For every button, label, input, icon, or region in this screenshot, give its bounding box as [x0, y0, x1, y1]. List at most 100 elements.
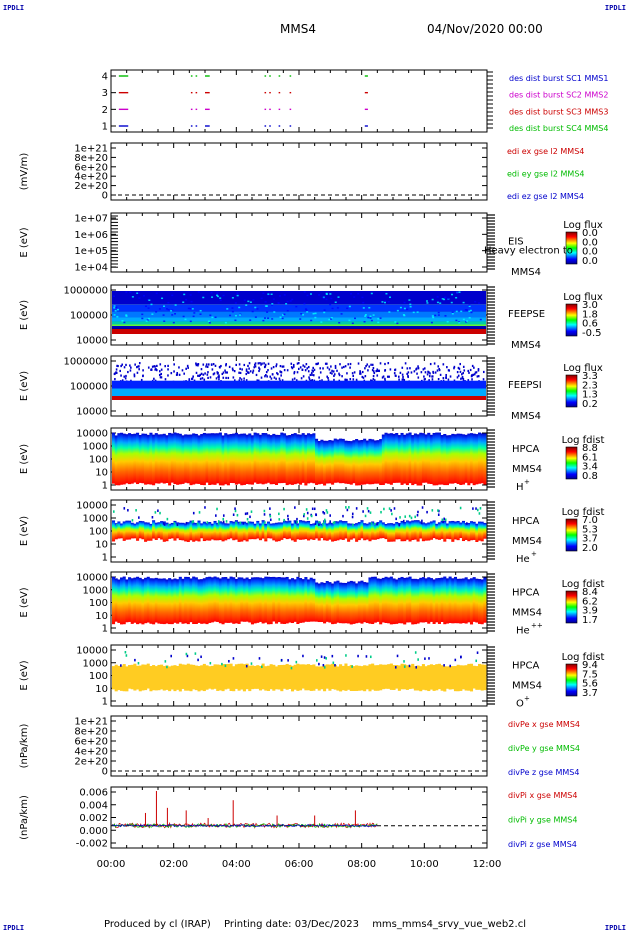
feeps-speckle — [370, 292, 373, 295]
spacecraft-title: MMS4 — [280, 22, 316, 36]
spectrogram-column — [208, 576, 212, 623]
feepsi-speckle — [304, 369, 307, 372]
feepsi-speckle — [461, 376, 464, 379]
spectrogram-6 — [112, 506, 487, 542]
spectrogram-column — [461, 434, 466, 485]
feepsi-speckle — [263, 365, 266, 369]
spectrogram-column — [282, 664, 287, 689]
feeps-speckle — [403, 301, 406, 304]
feeps-band — [112, 317, 486, 322]
spectrogram-column — [475, 666, 479, 690]
spectrogram-column — [312, 523, 316, 540]
spectrogram-column — [285, 435, 289, 486]
hpca-speckle — [318, 521, 320, 524]
feepsi-speckle — [225, 376, 227, 380]
hpca-speckle — [318, 523, 320, 526]
feepsi-speckle — [117, 364, 119, 368]
feepsi-speckle — [269, 375, 272, 378]
feepsi-speckle — [420, 371, 423, 374]
hpca-speckle — [352, 523, 354, 527]
feepsi-speckle — [311, 369, 314, 372]
hpca-speckle — [191, 520, 194, 524]
feeps-speckle — [189, 320, 192, 323]
spectrogram-column — [368, 664, 372, 692]
spectrogram-column — [213, 576, 217, 622]
y-tick-label-10: 0.002 — [79, 813, 108, 824]
hpca-speckle — [131, 519, 134, 522]
feepsi-speckle — [267, 362, 270, 365]
feepsi-speckle — [365, 364, 367, 368]
feeps-speckle — [455, 292, 458, 294]
spectrogram-column — [114, 578, 118, 622]
feeps-speckle — [318, 294, 321, 296]
feeps-speckle — [185, 298, 188, 301]
hpca-speckle — [138, 516, 140, 519]
feeps-speckle — [207, 320, 210, 323]
y-axis-label-6: E (eV) — [19, 516, 30, 546]
spectrogram-column — [360, 580, 364, 624]
spectrogram-column — [472, 521, 476, 540]
panel-frame-1 — [110, 142, 488, 201]
feepsi-speckle — [240, 378, 243, 381]
hpca-speckle — [287, 659, 289, 662]
spectrogram-column — [242, 578, 246, 622]
spectrogram-column — [477, 579, 482, 624]
spectrogram-column — [165, 579, 169, 624]
y-tick-label-6: 1 — [102, 553, 108, 564]
feeps-speckle — [216, 295, 219, 298]
feepsi-speckle — [333, 378, 335, 382]
feepsi-speckle — [384, 362, 386, 366]
feepsi-speckle — [463, 369, 466, 372]
feepsi-speckle — [373, 371, 376, 375]
spectrogram-column — [467, 522, 471, 542]
spectrogram-column — [435, 523, 439, 540]
hpca-speckle — [278, 518, 281, 521]
spectrogram-column — [240, 663, 244, 690]
feeps-speckle — [455, 310, 458, 313]
feepsi-speckle — [319, 371, 322, 374]
colorbar-tick-label: 6.2 — [582, 596, 598, 607]
instrument-label-3: FEEPSE — [508, 309, 545, 320]
spectrogram-column — [173, 432, 177, 485]
spectrogram-column — [301, 664, 305, 689]
feeps-speckle — [236, 294, 239, 297]
y-tick-label-1: 0 — [102, 191, 108, 202]
hpca-speckle — [466, 522, 468, 525]
spectrogram-column — [112, 576, 116, 625]
spectrogram-column — [296, 523, 300, 540]
feeps-speckle — [146, 319, 149, 321]
spectrogram-column — [125, 520, 129, 540]
hpca-speckle — [250, 662, 253, 665]
feepsi-speckle — [207, 371, 209, 374]
feepsi-speckle — [293, 377, 296, 380]
feeps-speckle — [479, 318, 482, 321]
spectrogram-column — [210, 665, 214, 690]
spectrogram-column — [443, 520, 447, 542]
hpca-speckle — [162, 522, 165, 525]
spectrogram-column — [264, 433, 268, 484]
spectrogram-column — [304, 434, 308, 486]
hpca-speckle — [388, 507, 391, 510]
y-axis-label-2: E (eV) — [19, 227, 30, 257]
spectrogram-column — [224, 523, 228, 541]
ion-label-5: H — [516, 482, 524, 493]
feepsi-speckle — [264, 375, 266, 378]
feeps-low-band — [112, 329, 486, 334]
feepsi-speckle — [370, 379, 372, 382]
spectrogram-8 — [112, 651, 487, 692]
feeps-speckle — [286, 309, 289, 312]
feepsi-speckle — [142, 369, 144, 372]
spectrogram-column — [384, 523, 388, 540]
feepsi-speckle — [307, 365, 310, 369]
feeps-speckle — [113, 314, 116, 316]
y-tick-label-8: 100 — [89, 671, 108, 682]
spectrogram-column — [136, 665, 140, 690]
feepsi-speckle — [319, 367, 322, 370]
feepsi-speckle — [394, 374, 397, 377]
feeps-speckle — [243, 299, 246, 302]
spectrogram-column — [266, 665, 271, 691]
spectrogram-column — [352, 666, 356, 691]
hpca-speckle — [305, 508, 308, 511]
hpca-speckle — [322, 663, 325, 667]
feepsi-speckle — [205, 363, 208, 366]
